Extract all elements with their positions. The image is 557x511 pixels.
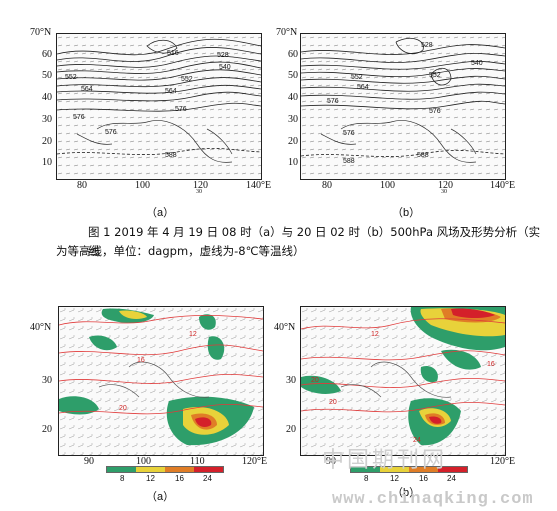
contour-label: 588 <box>165 152 177 159</box>
contour-label: 552 <box>65 74 77 81</box>
contour-label: 528 <box>217 52 229 59</box>
lon-tick: 80 <box>77 180 87 191</box>
lon-minor-tick: 30 <box>441 189 447 195</box>
contour-label: 552 <box>181 76 193 83</box>
lon-tick: 120°E <box>242 456 268 467</box>
colorbar-label: 8 <box>364 474 369 483</box>
contour-label: 564 <box>165 88 177 95</box>
subfigure-label-a: （a） <box>146 207 175 219</box>
colorbar-label: 16 <box>419 474 428 483</box>
lon-tick: 110 <box>190 456 205 467</box>
contour-label: 588 <box>343 158 355 165</box>
map-temperature-a: 12 16 20 <box>58 306 264 456</box>
contour-label: 576 <box>429 108 441 115</box>
colorbar-label: 12 <box>146 474 155 483</box>
lat-tick: 30 <box>286 375 296 386</box>
contour-label: 564 <box>357 84 369 91</box>
contour-label: 540 <box>471 60 483 67</box>
figure-caption-line-1: 图 1 2019 年 4 月 19 日 08 时（a）与 20 日 02 时（b… <box>88 225 541 258</box>
lat-tick: 20 <box>42 424 52 435</box>
lat-tick: 40°N <box>274 322 296 333</box>
contour-label: 516 <box>167 50 179 57</box>
lat-tick: 10 <box>288 157 298 168</box>
colorbar-label: 24 <box>447 474 456 483</box>
lat-tick: 70°N <box>276 27 298 38</box>
lat-tick: 50 <box>288 70 298 81</box>
colorbar-label: 12 <box>390 474 399 483</box>
lon-tick: 90 <box>84 456 94 467</box>
isotherm-label: 20 <box>329 399 337 406</box>
contour-label: 576 <box>175 106 187 113</box>
lon-tick: 100 <box>135 180 150 191</box>
colorbar-swatch <box>107 467 136 472</box>
lat-tick: 40 <box>42 92 52 103</box>
lon-tick: 90 <box>326 456 336 467</box>
isotherm-label: 12 <box>189 331 197 338</box>
lat-tick: 30 <box>42 375 52 386</box>
lon-tick: 120 <box>438 180 453 191</box>
lat-tick: 40°N <box>30 322 52 333</box>
isotherm-label: 24 <box>413 437 421 444</box>
lon-tick: 120 <box>193 180 208 191</box>
colorbar-swatch <box>351 467 380 472</box>
colorbar-swatch <box>165 467 194 472</box>
watermark-cn: 中国期刊网 <box>322 448 448 473</box>
subfigure-label-b: （b） <box>392 487 421 499</box>
lon-tick: 140°E <box>490 180 516 191</box>
isotherm-label: 20 <box>119 405 127 412</box>
colorbar-label: 24 <box>203 474 212 483</box>
colorbar-b <box>350 466 468 473</box>
contour-label: 552 <box>429 72 441 79</box>
lon-tick: 100 <box>380 180 395 191</box>
lat-tick: 30 <box>42 114 52 125</box>
contour-label: 552 <box>351 74 363 81</box>
lat-tick: 50 <box>42 70 52 81</box>
colorbar-swatch <box>438 467 467 472</box>
colorbar-label: 16 <box>175 474 184 483</box>
contour-label: 528 <box>421 42 433 49</box>
map-500hpa-b: 528 540 552 552 564 576 576 576 588 588 <box>300 33 506 180</box>
colorbar-label: 8 <box>120 474 125 483</box>
lat-tick: 20 <box>42 136 52 147</box>
lat-tick: 10 <box>42 157 52 168</box>
colorbar-swatch <box>409 467 438 472</box>
lat-tick: 30 <box>288 114 298 125</box>
colorbar-swatch <box>380 467 409 472</box>
lat-tick: 60 <box>42 49 52 60</box>
contour-label: 576 <box>105 129 117 136</box>
lon-minor-tick: 30 <box>196 189 202 195</box>
lat-tick: 40 <box>288 92 298 103</box>
lat-tick: 70°N <box>30 27 52 38</box>
contour-label: 564 <box>81 86 93 93</box>
lon-tick: 80 <box>322 180 332 191</box>
colorbar-a <box>106 466 224 473</box>
lon-tick: 120°E <box>490 456 516 467</box>
isotherm-label: 20 <box>311 377 319 384</box>
subfigure-label-b: （b） <box>392 207 421 219</box>
lat-tick: 60 <box>288 49 298 60</box>
map-500hpa-a: 516 528 540 552 552 564 564 576 576 576 … <box>56 33 262 180</box>
isotherm-label: 16 <box>487 361 495 368</box>
figure-caption-line-2: 为等高线，单位：dagpm，虚线为-8℃等温线） <box>56 244 305 258</box>
contour-label: 576 <box>343 130 355 137</box>
lat-tick: 20 <box>288 136 298 147</box>
isotherm-label: 16 <box>137 357 145 364</box>
watermark-url: www.chinaqking.com <box>332 490 534 509</box>
colorbar-swatch <box>136 467 165 472</box>
lon-tick: 140°E <box>246 180 272 191</box>
lon-tick: 100 <box>136 456 151 467</box>
subfigure-label-a: （a） <box>146 491 175 503</box>
map-temperature-b: 12 16 20 20 24 <box>300 306 506 456</box>
lat-tick: 20 <box>286 424 296 435</box>
contour-label: 540 <box>219 64 231 71</box>
contour-label: 588 <box>417 152 429 159</box>
isotherm-label: 12 <box>371 331 379 338</box>
contour-label: 576 <box>73 114 85 121</box>
colorbar-swatch <box>194 467 223 472</box>
contour-label: 576 <box>327 98 339 105</box>
